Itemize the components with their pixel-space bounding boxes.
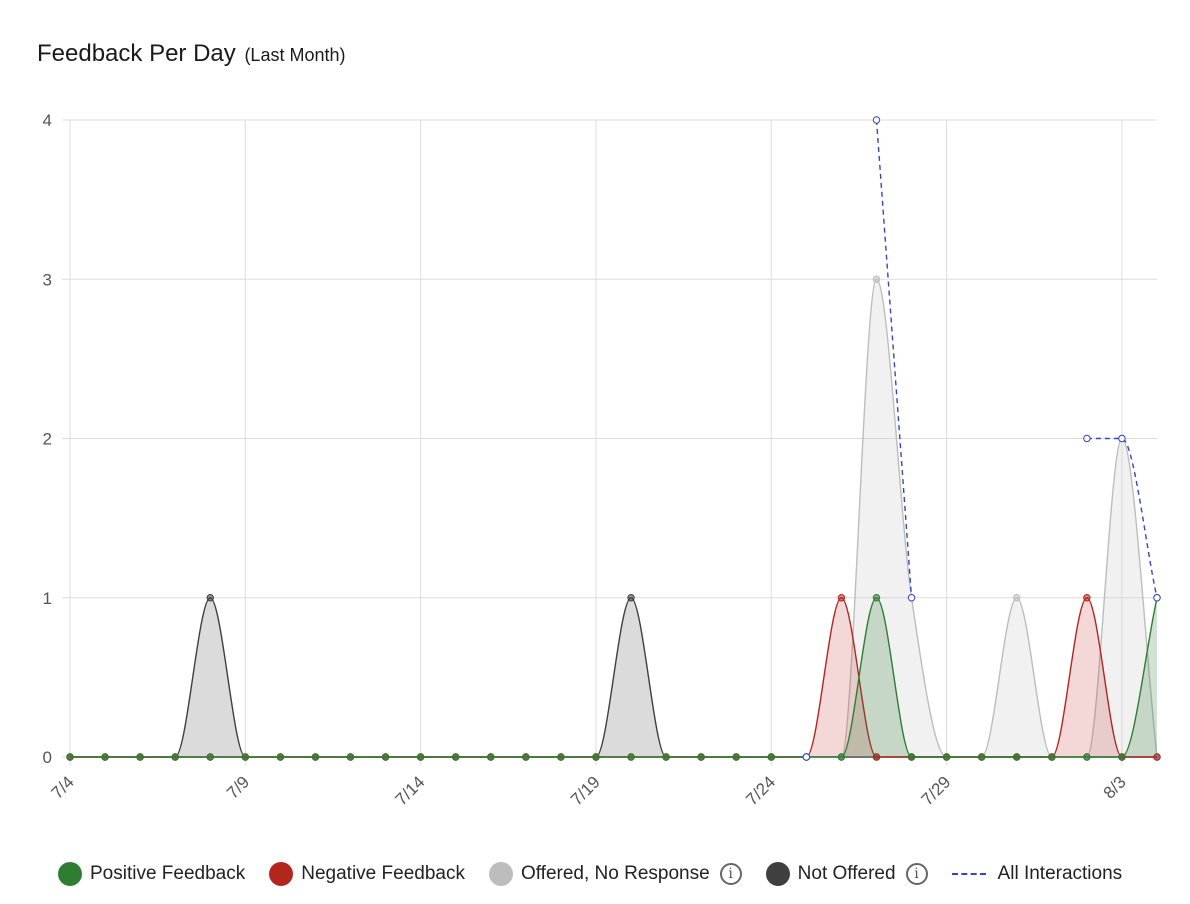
legend-item-negative[interactable]: Negative Feedback bbox=[269, 862, 465, 886]
chart-legend: Positive Feedback Negative Feedback Offe… bbox=[58, 862, 1146, 886]
x-tick-label: 7/14 bbox=[392, 772, 429, 809]
data-point-positive-feedback bbox=[381, 753, 390, 761]
data-point-positive-feedback bbox=[171, 753, 179, 761]
data-point-positive-feedback bbox=[767, 753, 775, 761]
data-point-negative-feedback bbox=[872, 753, 881, 761]
series-line-all-interactions bbox=[875, 119, 913, 598]
data-point-positive-feedback bbox=[416, 753, 425, 761]
data-point-positive-feedback bbox=[872, 594, 881, 602]
legend-item-not-offered[interactable]: Not Offered i bbox=[765, 862, 928, 886]
y-tick-label: 2 bbox=[43, 430, 52, 449]
data-point-not-offered bbox=[627, 594, 635, 602]
data-point-positive-feedback bbox=[627, 753, 635, 761]
series-area-positive-feedback bbox=[70, 597, 1157, 757]
data-point-positive-feedback bbox=[732, 753, 740, 761]
data-point-all-interactions bbox=[802, 753, 811, 761]
legend-label-not-offered: Not Offered bbox=[797, 863, 896, 884]
data-point-all-interactions bbox=[1083, 434, 1091, 443]
legend-label-no-response: Offered, No Response bbox=[520, 863, 710, 884]
x-tick-label: 7/4 bbox=[48, 772, 78, 802]
x-tick-label: 7/29 bbox=[918, 772, 955, 809]
data-point-positive-feedback bbox=[907, 753, 916, 761]
data-point-positive-feedback bbox=[487, 753, 495, 761]
data-point-positive-feedback bbox=[276, 753, 285, 761]
chart-title: Feedback Per Day (Last Month) bbox=[37, 40, 345, 68]
legend-swatch-all-interactions bbox=[951, 873, 986, 875]
legend-item-no-response[interactable]: Offered, No Response i bbox=[488, 862, 742, 886]
data-point-positive-feedback bbox=[206, 753, 214, 761]
y-tick-label: 3 bbox=[43, 270, 52, 289]
data-point-positive-feedback bbox=[311, 753, 320, 761]
legend-swatch-positive bbox=[58, 862, 82, 886]
legend-label-negative: Negative Feedback bbox=[301, 863, 465, 884]
series-line-all-interactions bbox=[1086, 437, 1158, 598]
data-point-positive-feedback bbox=[942, 753, 951, 761]
data-point-positive-feedback bbox=[346, 753, 355, 761]
data-point-all-interactions bbox=[1118, 434, 1126, 443]
data-point-positive-feedback bbox=[1048, 753, 1056, 761]
data-point-all-interactions bbox=[907, 594, 916, 602]
data-point-negative-feedback bbox=[837, 594, 846, 602]
data-point-positive-feedback bbox=[241, 753, 250, 761]
data-point-positive-feedback bbox=[662, 753, 670, 761]
y-tick-label: 1 bbox=[43, 589, 52, 608]
series-area-offered-no-response bbox=[70, 279, 1157, 757]
data-point-not-offered bbox=[206, 594, 214, 602]
data-point-positive-feedback bbox=[592, 753, 600, 761]
y-tick-label: 4 bbox=[43, 111, 52, 130]
data-point-positive-feedback bbox=[697, 753, 705, 761]
legend-swatch-negative bbox=[269, 862, 294, 886]
info-icon[interactable]: i bbox=[719, 863, 742, 885]
data-point-negative-feedback bbox=[1083, 594, 1091, 602]
data-point-all-interactions bbox=[1153, 594, 1161, 602]
data-point-positive-feedback bbox=[101, 753, 109, 761]
data-point-positive-feedback bbox=[522, 753, 530, 761]
info-icon[interactable]: i bbox=[905, 863, 928, 885]
x-tick-label: 8/3 bbox=[1100, 772, 1130, 802]
data-point-positive-feedback bbox=[452, 753, 460, 761]
data-point-offered-no-response bbox=[872, 275, 881, 283]
x-tick-label: 7/19 bbox=[567, 772, 604, 809]
chart-subtitle: (Last Month) bbox=[244, 45, 346, 65]
legend-swatch-no-response bbox=[488, 862, 513, 886]
data-point-positive-feedback bbox=[66, 753, 74, 761]
data-point-negative-feedback bbox=[1153, 753, 1161, 761]
data-point-positive-feedback bbox=[837, 753, 846, 761]
data-point-positive-feedback bbox=[136, 753, 144, 761]
chart-title-text: Feedback Per Day bbox=[37, 40, 236, 67]
y-tick-label: 0 bbox=[43, 748, 52, 767]
data-point-positive-feedback bbox=[1013, 753, 1021, 761]
data-point-positive-feedback bbox=[1083, 753, 1091, 761]
data-point-positive-feedback bbox=[557, 753, 565, 761]
legend-label-positive: Positive Feedback bbox=[90, 863, 246, 884]
legend-item-positive[interactable]: Positive Feedback bbox=[58, 862, 245, 886]
data-point-all-interactions bbox=[872, 116, 881, 124]
x-tick-label: 7/9 bbox=[223, 772, 253, 802]
legend-label-all-interactions: All Interactions bbox=[997, 863, 1123, 884]
legend-item-all-interactions[interactable]: All Interactions bbox=[951, 863, 1123, 885]
data-point-positive-feedback bbox=[977, 753, 986, 761]
legend-swatch-not-offered bbox=[765, 862, 790, 886]
data-point-positive-feedback bbox=[1118, 753, 1126, 761]
data-point-offered-no-response bbox=[1013, 594, 1021, 602]
x-tick-label: 7/24 bbox=[742, 772, 779, 809]
